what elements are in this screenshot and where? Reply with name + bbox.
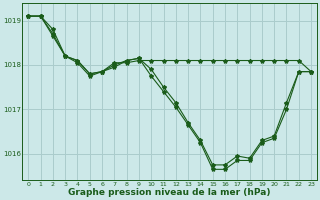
- X-axis label: Graphe pression niveau de la mer (hPa): Graphe pression niveau de la mer (hPa): [68, 188, 271, 197]
